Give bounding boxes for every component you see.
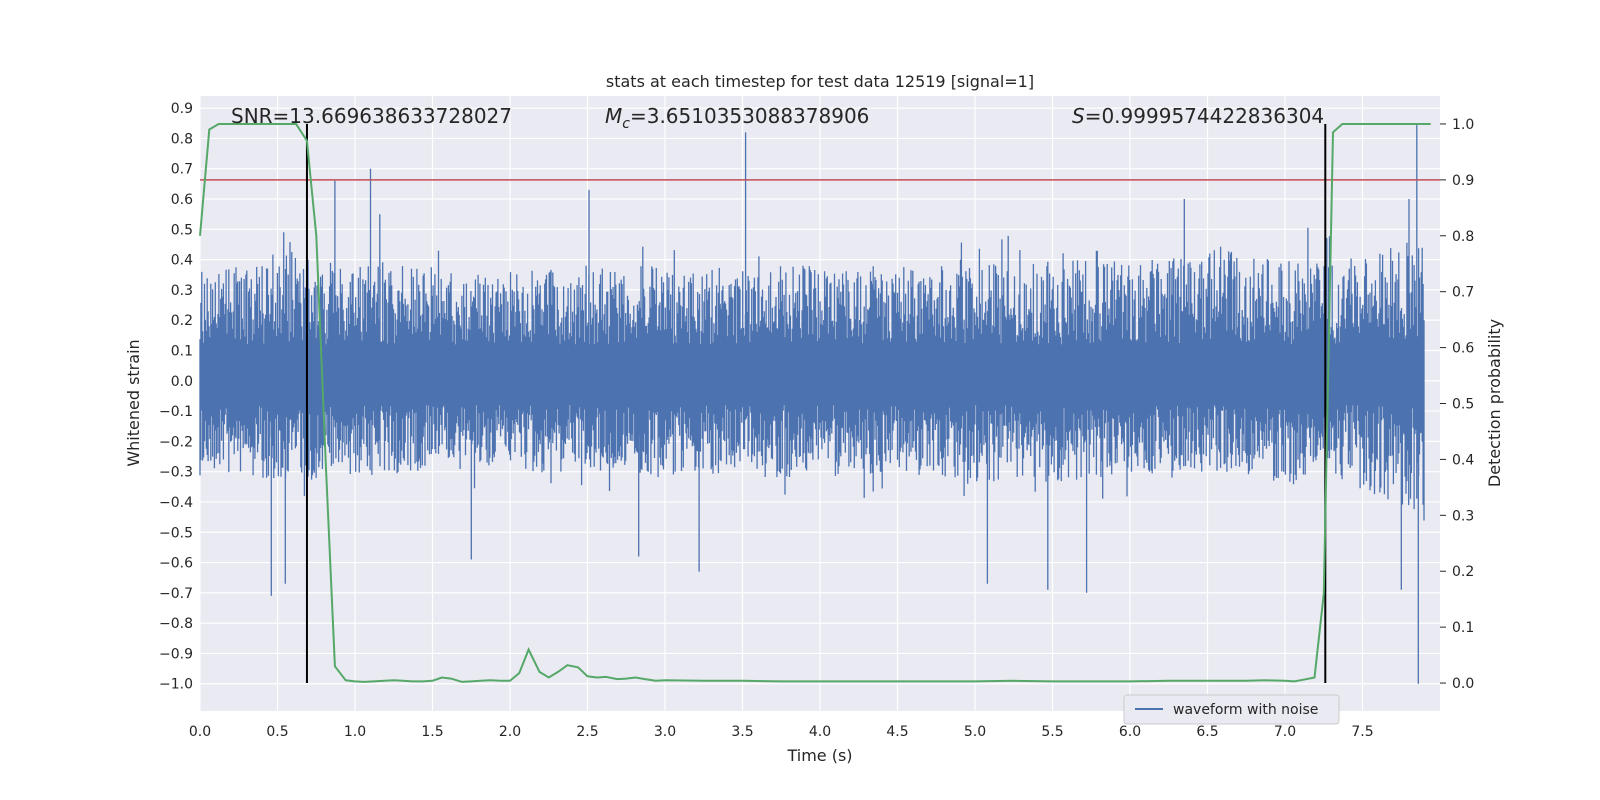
x-tick-label: 6.5 — [1196, 724, 1218, 740]
y2-ticks: 1.0 0.9 0.8 0.7 0.6 0.5 0.4 0.3 0.2 0.1 0.0 — [1440, 117, 1474, 692]
y2-axis-label: Detection probability — [1485, 319, 1504, 487]
x-tick-label: 3.5 — [731, 724, 753, 740]
y-tick-label: −0.9 — [159, 646, 193, 662]
y2-tick-label: 0.1 — [1452, 620, 1474, 636]
y-tick-label: −0.7 — [159, 586, 193, 602]
y-tick-label: 0.9 — [171, 101, 193, 117]
y-ticks: 0.9 0.8 0.7 0.6 0.5 0.4 0.3 0.2 0.1 0.0 −0.1 −0.2 −0… — [159, 101, 193, 693]
y-tick-label: −0.5 — [159, 525, 193, 541]
x-tick-label: 3.0 — [654, 724, 676, 740]
x-tick-label: 5.0 — [964, 724, 986, 740]
waveform-with-noise — [199, 123, 1425, 684]
x-tick-label: 7.0 — [1274, 724, 1296, 740]
y-tick-label: 0.8 — [171, 131, 193, 147]
legend-label: waveform with noise — [1173, 702, 1318, 718]
y-tick-label: −0.2 — [159, 434, 193, 450]
overlays — [199, 123, 1440, 684]
y-tick-label: 0.6 — [171, 192, 193, 208]
x-tick-label: 5.5 — [1041, 724, 1063, 740]
y-tick-label: 0.1 — [171, 343, 193, 359]
y-tick-label: 0.5 — [171, 222, 193, 238]
y-tick-label: −0.1 — [159, 404, 193, 420]
y-axis-label: Whitened strain — [124, 339, 143, 466]
legend: waveform with noise — [1123, 694, 1340, 725]
x-tick-label: 7.5 — [1351, 724, 1373, 740]
y2-tick-label: 0.4 — [1452, 452, 1474, 468]
snr-annotation: SNR=13.669638633728027 — [231, 104, 512, 128]
y-tick-label: 0.4 — [171, 253, 193, 269]
x-tick-label: 4.0 — [809, 724, 831, 740]
y2-tick-label: 0.7 — [1452, 285, 1474, 301]
y2-tick-label: 0.8 — [1452, 229, 1474, 245]
y2-tick-label: 0.3 — [1452, 508, 1474, 524]
chirp-mass-annotation: Mc=3.6510353088378906 — [605, 104, 869, 132]
y2-tick-label: 0.5 — [1452, 397, 1474, 413]
y-tick-label: −1.0 — [159, 677, 193, 693]
x-axis-label: Time (s) — [786, 746, 852, 765]
x-tick-label: 6.0 — [1119, 724, 1141, 740]
y2-tick-label: 0.9 — [1452, 173, 1474, 189]
x-tick-label: 2.5 — [576, 724, 598, 740]
x-tick-label: 0.5 — [266, 724, 288, 740]
y-tick-label: 0.2 — [171, 313, 193, 329]
x-tick-label: 4.5 — [886, 724, 908, 740]
waveform-trace — [199, 123, 1425, 684]
y2-tick-label: 1.0 — [1452, 117, 1474, 133]
y-tick-label: −0.3 — [159, 465, 193, 481]
legend-box — [1123, 694, 1340, 725]
y-tick-label: 0.3 — [171, 283, 193, 299]
detection-probability-line — [199, 123, 1431, 683]
x-tick-label: 1.0 — [344, 724, 366, 740]
x-ticks: 0.0 0.5 1.0 1.5 2.0 2.5 3.0 3.5 4.0 4.5 5.0 5.5 6.0 6… — [189, 724, 1374, 740]
y-tick-label: −0.4 — [159, 495, 193, 511]
x-tick-label: 2.0 — [499, 724, 521, 740]
y2-tick-label: 0.6 — [1452, 341, 1474, 357]
chart-title: stats at each timestep for test data 125… — [606, 72, 1034, 91]
y2-tick-label: 0.0 — [1452, 676, 1474, 692]
y-tick-label: −0.6 — [159, 556, 193, 572]
y-tick-label: 0.7 — [171, 162, 193, 178]
score-annotation: S=0.9999574422836304 — [1072, 104, 1324, 128]
y-tick-label: −0.8 — [159, 616, 193, 632]
y-tick-label: 0.0 — [171, 374, 193, 390]
x-tick-label: 0.0 — [189, 724, 211, 740]
y2-tick-label: 0.2 — [1452, 564, 1474, 580]
x-tick-label: 1.5 — [421, 724, 443, 740]
